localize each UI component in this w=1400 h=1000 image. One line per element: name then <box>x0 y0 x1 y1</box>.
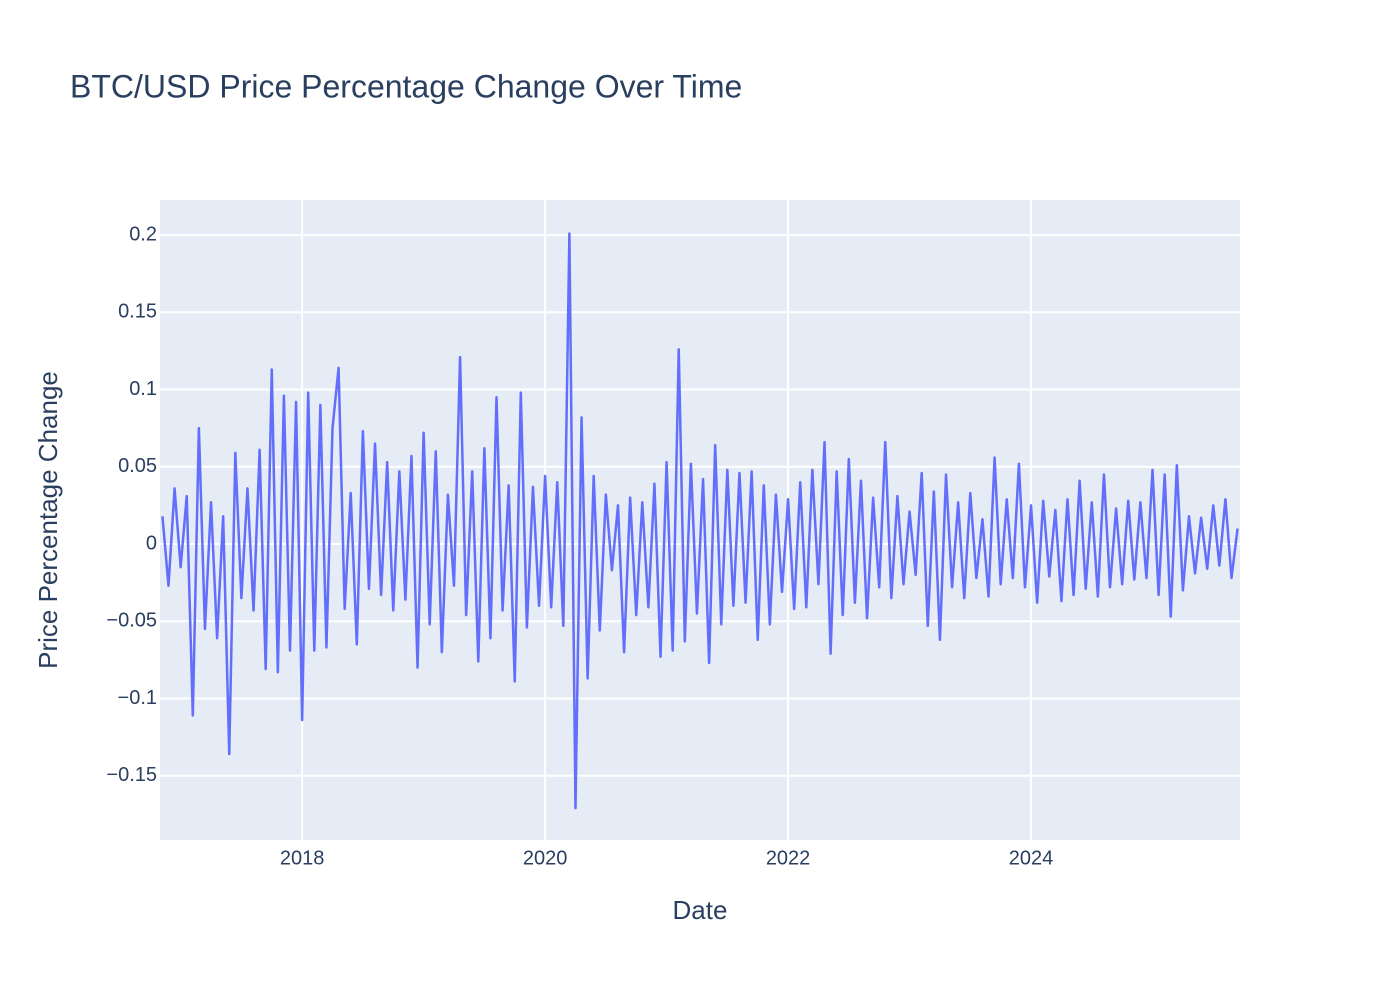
x-tick-label: 2022 <box>766 847 811 869</box>
y-tick-label: 0 <box>146 532 157 554</box>
data-line <box>161 232 1239 810</box>
y-tick-label: 0.05 <box>118 455 157 477</box>
x-tick-label: 2020 <box>523 847 568 869</box>
chart-title: BTC/USD Price Percentage Change Over Tim… <box>70 68 742 104</box>
y-tick-label: 0.1 <box>129 378 157 400</box>
x-tick-label: 2024 <box>1009 847 1054 869</box>
y-tick-label: −0.15 <box>106 764 157 786</box>
y-tick-label: 0.2 <box>129 223 157 245</box>
x-tick-label: 2018 <box>280 847 325 869</box>
y-tick-label: −0.1 <box>118 687 157 709</box>
y-axis-title: Price Percentage Change <box>33 371 63 669</box>
x-axis-title: Date <box>673 895 728 925</box>
y-tick-label: −0.05 <box>106 610 157 632</box>
y-tick-label: 0.15 <box>118 301 157 323</box>
